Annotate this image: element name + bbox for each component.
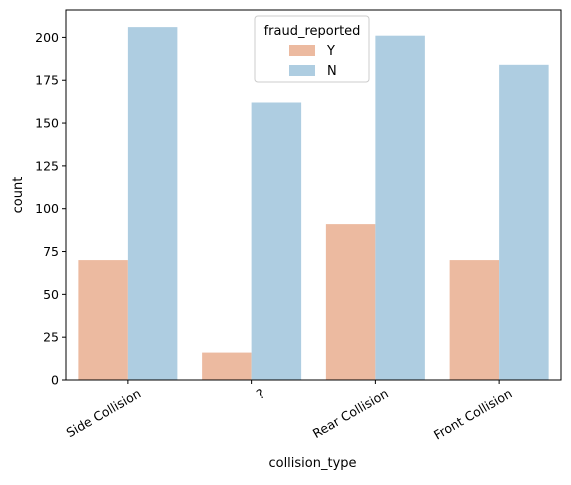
x-tick-label-0: Side Collision	[64, 386, 144, 441]
y-tick-label-1: 25	[43, 330, 59, 345]
bar-n-2	[375, 35, 425, 380]
y-tick-label-0: 0	[51, 373, 59, 388]
y-tick-label-8: 200	[35, 30, 59, 45]
bars-group	[78, 27, 549, 380]
y-tick-label-7: 175	[35, 73, 59, 88]
x-tick-label-2: Rear Collision	[310, 386, 391, 441]
legend-swatch-n	[289, 65, 315, 76]
y-ticks-group: 0 25 50 75 100 125 150 175 200	[35, 30, 66, 388]
bar-n-1	[251, 102, 302, 380]
legend: fraud_reported Y N	[254, 15, 370, 83]
y-tick-label-3: 75	[43, 244, 59, 259]
legend-label-n: N	[327, 64, 337, 79]
bar-n-0	[127, 27, 178, 380]
axes-group	[65, 9, 562, 381]
bar-y-2	[325, 224, 376, 380]
legend-label-y: Y	[326, 44, 335, 59]
x-axis-label: collision_type	[268, 456, 356, 471]
y-tick-label-6: 150	[35, 116, 59, 131]
x-tick-label-1: ?	[254, 386, 267, 402]
y-tick-label-5: 125	[35, 158, 59, 173]
plot-frame	[65, 9, 562, 381]
bar-y-1	[202, 352, 252, 380]
x-tick-label-3: Front Collision	[431, 386, 515, 443]
bar-y-3	[449, 260, 500, 380]
legend-swatch-y	[289, 45, 315, 56]
bar-y-0	[78, 260, 128, 380]
y-tick-label-2: 50	[43, 287, 59, 302]
x-ticks-group: Side Collision? Rear Collision Front Colli…	[64, 380, 515, 443]
legend-title: fraud_reported	[264, 24, 361, 39]
y-axis-label: count	[11, 177, 26, 214]
bar-n-3	[499, 64, 549, 380]
y-tick-label-4: 100	[35, 201, 59, 216]
